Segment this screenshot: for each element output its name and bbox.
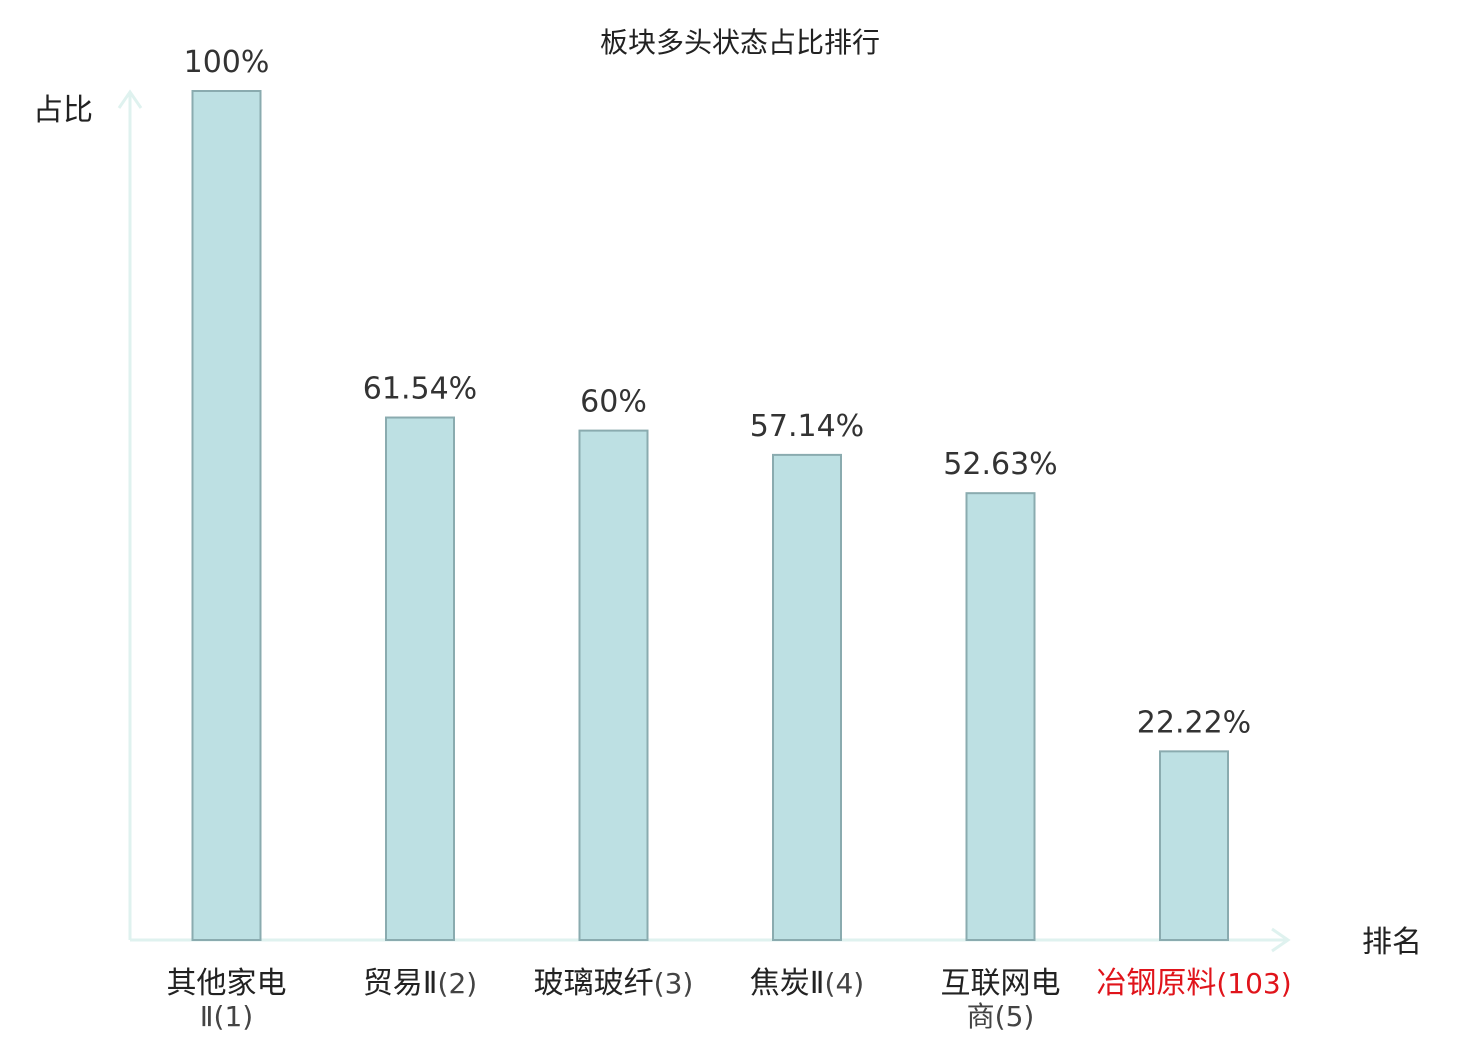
category-rank: 商(5) bbox=[967, 1000, 1035, 1033]
bar-1 bbox=[191, 90, 262, 941]
y-axis-label: 占比 bbox=[33, 93, 93, 128]
y-axis bbox=[117, 89, 143, 940]
category-label-6: 冶钢原料(103) bbox=[1096, 966, 1291, 1001]
category-rank: Ⅱ(1) bbox=[200, 1000, 253, 1033]
value-label-3: 60% bbox=[580, 385, 647, 420]
bar-4 bbox=[772, 453, 842, 941]
category-rank: (3) bbox=[654, 967, 694, 1000]
category-label-2: 贸易Ⅱ(2) bbox=[363, 966, 477, 1001]
bar-6 bbox=[1159, 750, 1229, 941]
category-name: 互联网电 bbox=[941, 966, 1061, 1001]
category-name: 贸易Ⅱ bbox=[363, 966, 438, 1001]
category-name: 玻璃玻纤 bbox=[534, 966, 654, 1001]
category-labels-group: 其他家电 Ⅱ(1)贸易Ⅱ(2) 玻璃玻纤(3) 焦炭Ⅱ(4) 互联网电商(5)冶钢原料(… bbox=[167, 966, 1292, 1033]
chart-title: 板块多头状态占比排行 bbox=[600, 26, 880, 59]
x-axis-label: 排名 bbox=[1362, 925, 1422, 960]
x-axis-arrow-icon bbox=[1271, 927, 1291, 953]
category-rank: (103) bbox=[1216, 967, 1291, 1000]
category-name: 焦炭Ⅱ bbox=[750, 966, 825, 1001]
x-axis bbox=[130, 927, 1291, 953]
category-rank: (2) bbox=[438, 967, 478, 1000]
value-label-1: 100% bbox=[184, 45, 270, 80]
bar-5 bbox=[965, 492, 1036, 941]
category-name: 其他家电 bbox=[167, 966, 287, 1001]
bar-2 bbox=[385, 416, 455, 941]
category-name: 冶钢原料 bbox=[1096, 966, 1216, 1001]
category-rank: (4) bbox=[825, 967, 865, 1000]
value-label-2: 61.54% bbox=[363, 372, 477, 407]
category-label-1: 其他家电 Ⅱ(1) bbox=[167, 966, 287, 1033]
bars-group bbox=[191, 90, 1229, 941]
value-labels-group: 100% 61.54% 60% 57.14% 52.63% 22.22% bbox=[184, 45, 1252, 740]
bar-3 bbox=[578, 429, 649, 941]
value-label-4: 57.14% bbox=[750, 409, 864, 444]
y-axis-arrow-icon bbox=[117, 89, 143, 109]
category-label-3: 玻璃玻纤(3) bbox=[534, 966, 694, 1001]
value-label-5: 52.63% bbox=[943, 447, 1057, 482]
value-label-6: 22.22% bbox=[1137, 705, 1251, 740]
category-label-4: 焦炭Ⅱ(4) bbox=[750, 966, 864, 1001]
category-label-5: 互联网电商(5) bbox=[941, 966, 1061, 1033]
